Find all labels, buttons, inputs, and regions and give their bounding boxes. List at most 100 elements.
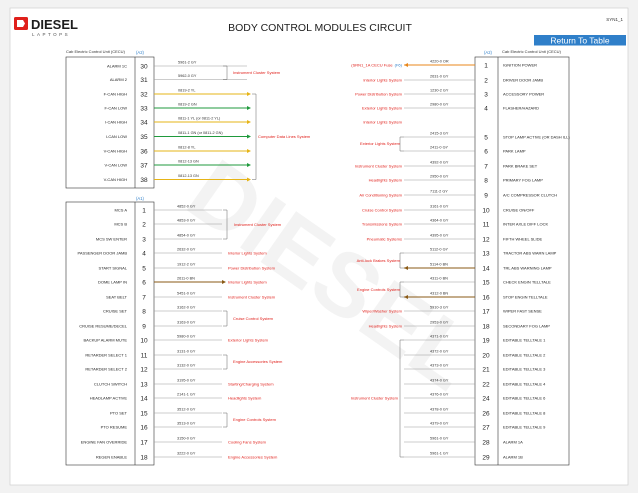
pin-function-label: ACCESSORY POWER (503, 92, 544, 97)
wire-arrow (247, 92, 251, 96)
instrument-cluster-link[interactable]: Instrument Cluster System (351, 396, 399, 401)
pin-function-label: MCS A (115, 208, 128, 213)
cecu-fuse-link[interactable]: (SRN1_1A CECU Fuse (F6) (351, 62, 402, 67)
system-links: Instrument Cluster System Computer Data L… (223, 62, 404, 459)
pin-function-label: TRL ABS WARNING LAMP (503, 266, 552, 271)
right-pin-row: 15 CHECK ENGIN TELLTALE 4311-0 BN (404, 277, 551, 287)
right-pin-row: 9 A/C COMPRESSOR CLUTCH 7111-2 GY (404, 190, 557, 200)
cruise-control-link[interactable]: Cruise Control System (362, 207, 403, 212)
pin-function-label: IGNITION POWER (503, 63, 537, 68)
wire-code: 0819-2 GN (178, 103, 197, 107)
wire-code: 3132-0 GY (177, 364, 196, 368)
left-pin-row: V-CAN HIGH 36 0812-8 YL (104, 146, 251, 156)
pin-function-label: CRUISE SET (103, 309, 128, 314)
engine-accessories-link[interactable]: Engine Accessories System (228, 454, 278, 459)
pneumatic-link[interactable]: Pneumatic Systems (367, 236, 402, 241)
pin-function-label: PARK BRAKE SET (503, 164, 538, 169)
engine-controls-link[interactable]: Engine Controls System (233, 417, 277, 422)
pin-number: 26 (482, 411, 490, 418)
wire-bracket (223, 310, 228, 327)
power-distribution-link[interactable]: Power Distribution System (355, 91, 403, 96)
exterior-lights-link[interactable]: Exterior Lights System (360, 141, 401, 146)
pin-function-label: STOP LAMP ACTIVE (OR DASH ILL) (503, 135, 570, 140)
pin-number: 11 (483, 222, 490, 229)
interior-lights-link[interactable]: Interior Lights System (228, 279, 267, 284)
wire-code: 4220-0 OR (430, 60, 449, 64)
instrument-cluster-link[interactable]: Instrument Cluster System (233, 70, 281, 75)
right-pin-row: 26 EDITABLE TELLTALE 8 4378-0 GY (404, 408, 546, 418)
wire-code: 4373-0 GY (430, 364, 449, 368)
right-pin-row: 3 ACCESSORY POWER 1230-2 GY (404, 89, 544, 99)
wire-arrow (247, 120, 251, 124)
wiper-washer-link[interactable]: Wiper/Washer System (362, 308, 402, 313)
wire-code: 3512-0 GY (177, 408, 196, 412)
cooling-fans-link[interactable]: Cooling Fans System (228, 439, 267, 444)
pin-function-label: MCS SW ENTER (96, 237, 127, 242)
left-pin-row: I-CAN HIGH 34 0811-1 YL (or 0811-2 YL) (105, 117, 251, 127)
wire-code: 4376-0 GY (430, 393, 449, 397)
interior-lights-link[interactable]: Interior Lights System (228, 250, 267, 255)
headlights-link[interactable]: Headlights System (369, 323, 403, 328)
transmissions-link[interactable]: Transmissions System (362, 221, 403, 226)
pin-number: 16 (482, 295, 490, 302)
return-to-table-button[interactable]: Return To Table (534, 35, 626, 46)
interior-lights-link[interactable]: Interior Lights System (363, 119, 402, 124)
svg-text:LAPTOPS: LAPTOPS (32, 32, 70, 37)
pin-number: 17 (482, 309, 490, 316)
computer-data-lines-link[interactable]: Computer Data Lines System (258, 134, 311, 139)
right-pin-row: 6 PARK LAMP 2411-0 GY (404, 146, 526, 156)
pin-function-label: CRUISE ON/OFF (503, 208, 535, 213)
pin-function-label: A/C COMPRESSOR CLUTCH (503, 193, 557, 198)
exterior-lights-link[interactable]: Exterior Lights System (228, 337, 269, 342)
instrument-cluster-link[interactable]: Instrument Cluster System (228, 294, 276, 299)
pin-function-label: WIPER FAST SENSE (503, 309, 542, 314)
pin-number: 32 (140, 92, 148, 99)
pin-number: 27 (482, 425, 490, 432)
instrument-cluster-link[interactable]: Instrument Cluster System (234, 222, 282, 227)
wire-code: 0811-1 YL (or 0811-2 YL) (178, 117, 221, 121)
pin-number: 8 (484, 178, 488, 185)
interior-lights-link[interactable]: Interior Lights System (363, 77, 402, 82)
headlights-link[interactable]: Headlights System (228, 395, 262, 400)
left-pin-row: START SIGNAL 5 1912-2 GY (99, 263, 222, 273)
left-pin-row: BACKUP ALARM MUTE 10 5980-0 GY (84, 335, 222, 345)
headlights-link[interactable]: Headlights System (369, 177, 403, 182)
wire-code: 5910-3 GY (430, 306, 449, 310)
instrument-cluster-link[interactable]: Instrument Cluster System (355, 163, 403, 168)
wire-code: 3150-0 GY (177, 437, 196, 441)
pin-function-label: ALARM 2 (110, 77, 128, 82)
right-pin-row: 1 IGNITION POWER 4220-0 OR (404, 60, 537, 70)
pin-function-label: MCS B (114, 222, 127, 227)
left-connector-a2: (A2) (136, 50, 145, 55)
engine-accessories-link[interactable]: Engine Accessories System (233, 359, 283, 364)
wire-code: 5114-0 BN (430, 263, 448, 267)
pin-function-label: EDITABLE TELLTALE 9 (503, 425, 546, 430)
pin-function-label: I-CAN LOW (106, 134, 127, 139)
pin-function-label: I-CAN HIGH (105, 120, 127, 125)
starting-charging-link[interactable]: Starting/Charging System (228, 381, 274, 386)
pin-function-label: CRUISE RESUME/DECEL (79, 324, 128, 329)
power-distribution-link[interactable]: Power Distribution System (228, 265, 276, 270)
wire-code: 4311-0 BN (430, 277, 448, 281)
wire-code: 4853-0 GY (177, 219, 196, 223)
pin-function-label: CLUTCH SWITCH (94, 382, 127, 387)
pin-function-label: EDITABLE TELLTALE 4 (503, 382, 546, 387)
exterior-lights-link[interactable]: Exterior Lights System (362, 105, 403, 110)
cruise-control-link[interactable]: Cruise Control System (233, 316, 274, 321)
wire-code: 4852-0 GY (177, 205, 196, 209)
wire-code: 2953-0 GY (430, 321, 449, 325)
wire-bracket (399, 281, 404, 298)
anti-lock-brakes-link[interactable]: Anti-lock Brakes System (357, 258, 401, 263)
wire-arrow (247, 106, 251, 110)
pin-function-label: RETARDER SELECT 1 (85, 353, 127, 358)
diesel-laptops-logo: DIESEL LAPTOPS (14, 17, 78, 37)
wire-code: 5961-1 GY (430, 452, 449, 456)
pin-number: 14 (482, 266, 490, 273)
pin-number: 2 (484, 78, 488, 85)
pin-number: 37 (140, 163, 148, 170)
air-conditioning-link[interactable]: Air Conditioning System (359, 192, 402, 197)
wire-code: 2141-1 GY (177, 393, 196, 397)
pin-function-label: EDITABLE TELLTALE 1 (503, 338, 546, 343)
engine-controls-link[interactable]: Engine Controls System (357, 287, 401, 292)
left-pin-row: SEAT BELT 7 5451-0 GY (106, 292, 222, 302)
